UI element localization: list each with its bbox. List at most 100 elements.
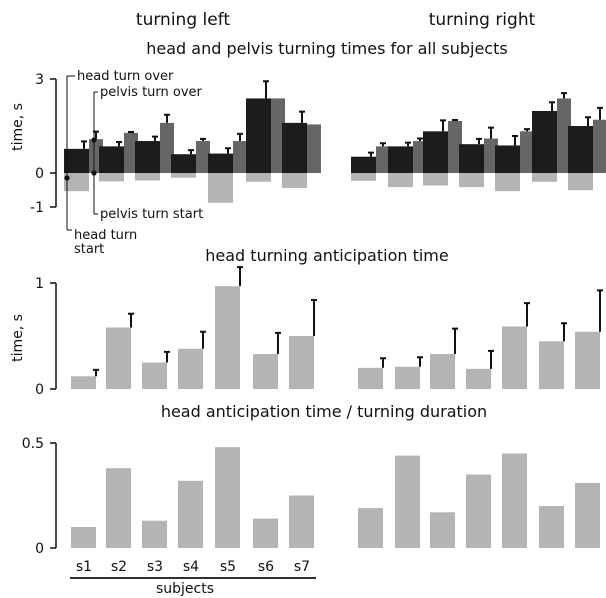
turning-left-header: turning left bbox=[136, 10, 230, 30]
pelvis-over-bar-right-s7 bbox=[593, 119, 606, 173]
ratio-bar-right-s2 bbox=[395, 455, 420, 548]
panel2-title: head turning anticipation time bbox=[205, 246, 448, 265]
anticipation-error-left-s5 bbox=[237, 266, 243, 287]
anticipation-error-right-s5 bbox=[524, 302, 530, 327]
panel2-ytick-0: 0 bbox=[35, 382, 44, 398]
panel3-bars bbox=[71, 447, 600, 548]
pelvis-over-error-left-s3 bbox=[164, 113, 170, 123]
pelvis-start-bar-left-s2 bbox=[99, 173, 124, 182]
head-over-bar-right-s1 bbox=[351, 156, 376, 173]
anticipation-error-right-s6 bbox=[561, 322, 567, 342]
head-over-bar-right-s3 bbox=[423, 131, 448, 173]
xtick-s5: s5 bbox=[220, 559, 236, 575]
head-over-bar-right-s5 bbox=[495, 145, 520, 173]
pelvis-over-bar-right-s6 bbox=[557, 98, 571, 173]
pelvis-over-error-right-s2 bbox=[417, 137, 423, 142]
anticipation-bar-left-s1 bbox=[71, 376, 96, 389]
panel2-ytick-1: 1 bbox=[35, 276, 44, 292]
ratio-bar-left-s5 bbox=[215, 447, 240, 548]
anticipation-bar-right-s5 bbox=[502, 326, 527, 389]
pelvis-over-bar-right-s4 bbox=[484, 138, 498, 173]
panel1-annotations: head turn over pelvis turn over pelvis t… bbox=[64, 69, 203, 257]
head-over-error-right-s3 bbox=[440, 119, 446, 132]
pelvis-over-bar-left-s3 bbox=[160, 122, 174, 173]
xtick-s2: s2 bbox=[111, 559, 127, 575]
anticipation-bar-right-s3 bbox=[430, 354, 455, 389]
head-over-bar-right-s2 bbox=[388, 146, 413, 173]
head-over-error-right-s2 bbox=[405, 141, 411, 147]
head-over-error-left-s5 bbox=[225, 147, 231, 154]
ratio-bar-right-s3 bbox=[430, 512, 455, 548]
head-over-error-left-s1 bbox=[81, 140, 87, 149]
pelvis-start-bar-right-s6 bbox=[532, 173, 557, 182]
ratio-bar-left-s6 bbox=[253, 518, 278, 548]
anticipation-error-left-s3 bbox=[164, 350, 170, 363]
anticipation-bar-right-s2 bbox=[395, 366, 420, 389]
anticipation-error-left-s7 bbox=[311, 298, 317, 336]
xtick-s4: s4 bbox=[183, 559, 199, 575]
annotation-head-turn-start: head turn bbox=[74, 228, 137, 243]
head-over-error-right-s5 bbox=[512, 135, 518, 146]
x-axis-label: subjects bbox=[156, 581, 214, 597]
panel1-y-axis: 3 0 -1 time, s bbox=[10, 72, 57, 216]
anticipation-error-right-s7 bbox=[597, 289, 603, 332]
pelvis-over-error-left-s5 bbox=[237, 132, 243, 142]
anticipation-bar-left-s4 bbox=[178, 348, 203, 389]
head-over-error-left-s7 bbox=[299, 110, 305, 123]
head-over-bar-right-s4 bbox=[459, 144, 484, 173]
ratio-bar-left-s2 bbox=[106, 468, 131, 548]
panel1-ytick-neg1: -1 bbox=[30, 200, 44, 216]
head-over-error-right-s6 bbox=[549, 101, 555, 111]
pelvis-over-error-right-s1 bbox=[380, 142, 386, 147]
annotation-pelvis-turn-start: pelvis turn start bbox=[100, 207, 203, 222]
xtick-s7: s7 bbox=[294, 559, 310, 575]
annotation-head-turn-start-line2: start bbox=[74, 242, 104, 257]
head-over-bar-left-s3 bbox=[135, 141, 160, 173]
head-over-bar-left-s1 bbox=[64, 148, 89, 173]
head-over-error-right-s4 bbox=[476, 137, 482, 145]
head-over-error-right-s7 bbox=[585, 116, 591, 127]
head-over-bar-left-s7 bbox=[282, 122, 307, 173]
anticipation-bar-left-s6 bbox=[253, 354, 278, 389]
ratio-bar-right-s5 bbox=[502, 453, 527, 548]
panel3-ytick-0: 0 bbox=[35, 541, 44, 557]
xtick-s1: s1 bbox=[76, 559, 92, 575]
anticipation-error-right-s1 bbox=[380, 357, 386, 368]
anticipation-bar-left-s7 bbox=[289, 336, 314, 389]
x-axis-categories: s1 s2 s3 s4 s5 s6 s7 subjects bbox=[70, 559, 316, 597]
pelvis-start-bar-left-s6 bbox=[246, 173, 271, 182]
pelvis-start-bar-right-s3 bbox=[423, 173, 448, 186]
ratio-bar-right-s6 bbox=[539, 506, 564, 548]
head-over-bar-left-s2 bbox=[99, 146, 124, 173]
panel2-y-axis: 1 0 time, s bbox=[10, 276, 57, 398]
anticipation-bar-right-s4 bbox=[466, 368, 491, 389]
anticipation-bar-left-s5 bbox=[215, 286, 240, 389]
pelvis-over-bar-left-s4 bbox=[196, 141, 210, 173]
anticipation-error-left-s1 bbox=[93, 368, 99, 377]
pelvis-over-bar-right-s5 bbox=[520, 131, 534, 173]
panel2-ylabel: time, s bbox=[10, 314, 26, 362]
pelvis-over-error-right-s6 bbox=[561, 92, 567, 99]
pelvis-start-bar-left-s3 bbox=[135, 173, 160, 181]
ratio-bar-left-s4 bbox=[178, 480, 203, 548]
panel1-title: head and pelvis turning times for all su… bbox=[146, 39, 507, 58]
pelvis-over-error-right-s7 bbox=[597, 106, 603, 120]
pelvis-over-bar-left-s6 bbox=[271, 98, 285, 173]
anticipation-error-right-s2 bbox=[417, 356, 423, 367]
pelvis-over-error-right-s5 bbox=[524, 128, 530, 132]
pelvis-start-bar-left-s1 bbox=[64, 173, 89, 192]
panel1-ytick-3: 3 bbox=[35, 72, 44, 88]
pelvis-over-bar-right-s1 bbox=[376, 146, 390, 173]
ratio-bar-right-s7 bbox=[575, 482, 600, 548]
panel3-title: head anticipation time / turning duratio… bbox=[161, 402, 487, 421]
panel3-y-axis: 0.5 0 bbox=[22, 436, 57, 557]
pelvis-over-bar-right-s3 bbox=[448, 120, 462, 173]
head-over-error-left-s4 bbox=[188, 149, 194, 155]
pelvis-start-bar-right-s4 bbox=[459, 173, 484, 188]
anticipation-error-left-s6 bbox=[275, 331, 281, 355]
anticipation-error-right-s3 bbox=[452, 327, 458, 355]
pelvis-start-bar-right-s5 bbox=[495, 173, 520, 192]
pelvis-start-bar-left-s5 bbox=[208, 173, 233, 203]
pelvis-over-error-right-s4 bbox=[488, 126, 494, 139]
